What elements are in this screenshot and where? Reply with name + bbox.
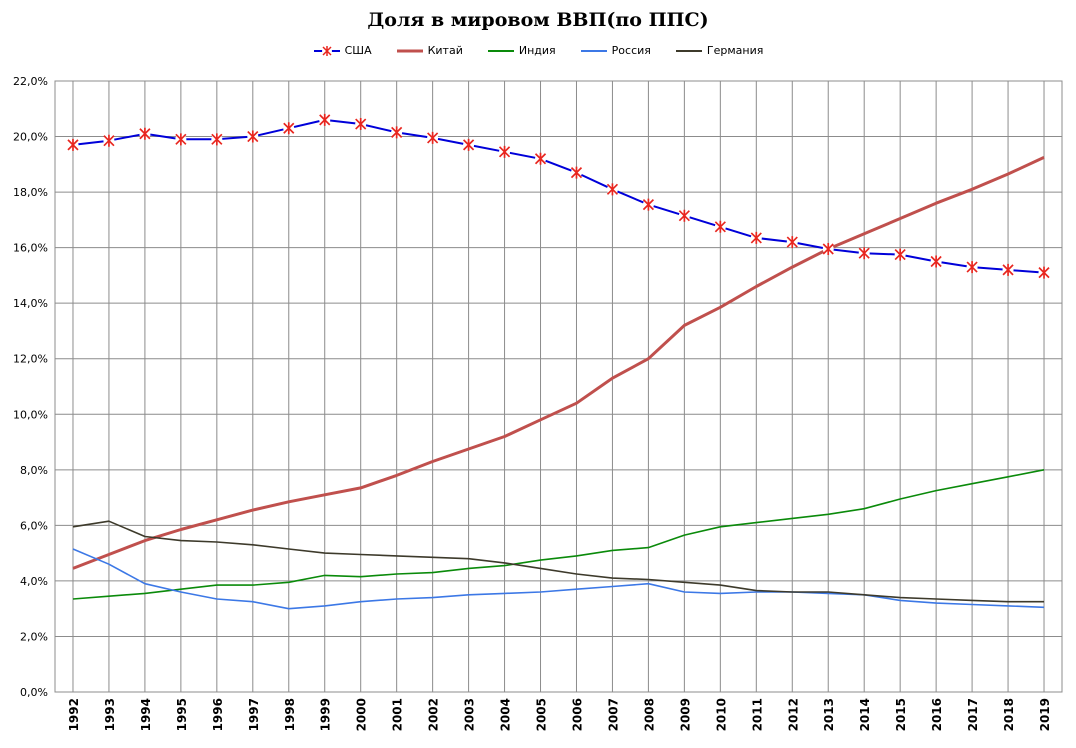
x-tick-label: 1996 [211,698,225,731]
series-line [72,469,1045,600]
series-point [570,166,583,179]
legend-swatch [396,49,423,52]
x-tick-label: 2014 [858,698,872,731]
y-tick-label: 16,0% [13,242,48,255]
legend-label: США [344,44,372,57]
legend-label: Россия [611,44,651,57]
legend-swatch [313,45,340,56]
x-tick-label: 2012 [786,698,800,731]
legend-swatch [580,49,607,52]
x-tick-label: 1992 [67,698,81,731]
series-point [966,261,978,274]
x-tick-label: 2002 [427,698,441,731]
series-point [67,138,79,151]
legend-item: Китай [396,44,463,57]
series-point [355,118,367,131]
x-tick-label: 2003 [463,698,477,731]
x-tick-label: 2010 [714,698,728,731]
y-tick-label: 6,0% [20,519,48,532]
x-tick-label: 2015 [894,698,908,731]
x-tick-label: 1993 [103,698,117,731]
x-tick-label: 2000 [355,698,369,731]
x-tick-label: 2011 [750,698,764,731]
y-tick-label: 0,0% [20,686,48,699]
x-tick-label: 2017 [966,698,980,731]
series-point [462,138,475,151]
x-tick-label: 1995 [175,698,189,731]
series-point [283,122,295,135]
series-point [894,248,906,261]
x-tick-label: 1999 [319,698,333,731]
series-line [72,520,1044,603]
x-tick-label: 2013 [822,698,836,731]
y-tick-label: 20,0% [13,131,48,144]
x-tick-label: 2007 [606,698,620,731]
legend-item: Индия [487,44,556,57]
series-point [391,126,403,139]
series-point [822,243,834,256]
x-tick-label: 1998 [283,698,297,731]
legend-label: Германия [706,44,764,57]
series-point [1002,263,1014,276]
y-tick-label: 8,0% [20,464,48,477]
legend-item: Германия [675,44,763,57]
x-tick-label: 2008 [642,698,656,731]
x-tick-label: 2016 [930,698,944,731]
legend-label: Китай [427,44,463,57]
series-point [1038,266,1050,279]
series-point [786,236,798,249]
series-line [72,548,1045,610]
y-tick-label: 4,0% [20,575,48,588]
legend-item: США [313,44,372,57]
plot-area [54,80,1063,693]
x-tick-label: 2004 [499,698,513,731]
x-tick-label: 2005 [535,698,549,731]
series-point [930,255,942,268]
legend-swatch [675,49,702,52]
series-point [319,113,331,126]
series-point [211,133,223,146]
x-tick-label: 2001 [391,698,405,731]
series-point [678,209,690,222]
legend-swatch [487,49,514,52]
y-tick-label: 18,0% [13,186,48,199]
series-point [750,231,762,244]
legend-label: Индия [518,44,556,57]
y-tick-label: 22,0% [13,75,48,88]
legend-item: Россия [580,44,651,57]
x-tick-label: 2018 [1002,698,1016,731]
series-line [72,156,1045,570]
series-line [72,118,1045,274]
series-point [714,220,726,233]
x-tick-label: 2006 [570,698,584,731]
series-point [175,133,187,146]
y-tick-label: 12,0% [13,353,48,366]
series-point [534,152,547,165]
series-point [498,145,511,158]
legend: США Китай Индия Россия Германия [0,44,1076,57]
series-point [103,134,115,147]
series-point [858,247,870,260]
y-tick-label: 10,0% [13,408,48,421]
x-tick-label: 1997 [247,698,261,731]
series-point [427,131,439,144]
series-point [606,183,619,196]
x-tick-label: 2019 [1038,698,1052,731]
x-tick-label: 1994 [139,698,153,731]
chart-title: Доля в мировом ВВП(по ППС) [367,9,709,31]
series-point [139,127,151,140]
series-point [642,198,655,211]
y-tick-label: 2,0% [20,630,48,643]
x-tick-label: 2009 [678,698,692,731]
y-tick-label: 14,0% [13,297,48,310]
series-point [247,130,259,143]
